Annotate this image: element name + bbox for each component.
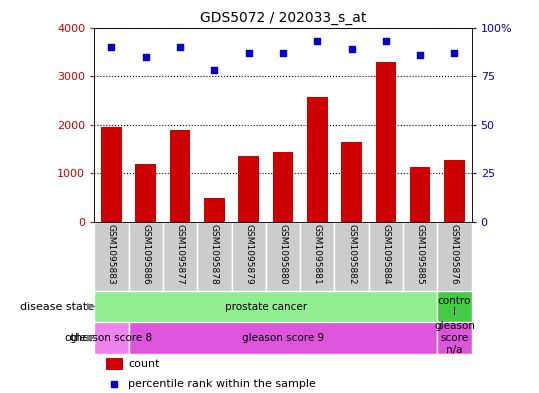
Bar [376,62,396,222]
Point [382,38,390,44]
Bar [437,222,472,291]
Bar [444,160,465,222]
Bar [135,163,156,222]
Point [107,44,116,50]
Point [450,50,459,56]
Bar [106,358,122,370]
Text: gleason score 9: gleason score 9 [242,333,324,343]
Text: prostate cancer: prostate cancer [225,301,307,312]
Bar [300,222,334,291]
Bar [94,322,129,354]
Text: GSM1095886: GSM1095886 [141,224,150,285]
Bar [129,222,163,291]
Text: GSM1095879: GSM1095879 [244,224,253,285]
Text: GSM1095878: GSM1095878 [210,224,219,285]
Point [141,53,150,60]
Point [244,50,253,56]
Title: GDS5072 / 202033_s_at: GDS5072 / 202033_s_at [200,11,366,25]
Bar [403,222,437,291]
Point [313,38,322,44]
Point [416,51,425,58]
Bar [369,222,403,291]
Text: GSM1095883: GSM1095883 [107,224,116,285]
Bar [307,97,328,222]
Bar [266,222,300,291]
Bar [94,222,129,291]
Bar [197,222,232,291]
Text: other: other [65,333,94,343]
Bar [170,130,190,222]
Text: GSM1095876: GSM1095876 [450,224,459,285]
Bar [232,222,266,291]
Text: GSM1095880: GSM1095880 [279,224,287,285]
Bar [334,222,369,291]
Bar [101,127,122,222]
Text: disease state: disease state [20,301,94,312]
Text: gleason
score
n/a: gleason score n/a [434,321,475,354]
Text: GSM1095884: GSM1095884 [382,224,390,285]
Bar [410,167,431,222]
Bar [341,142,362,222]
Point [210,67,219,73]
Text: GSM1095882: GSM1095882 [347,224,356,285]
Text: GSM1095877: GSM1095877 [176,224,184,285]
Bar [129,322,437,354]
Bar [273,152,293,222]
Point [176,44,184,50]
Text: GSM1095885: GSM1095885 [416,224,425,285]
Point [279,50,287,56]
Bar [437,322,472,354]
Bar [163,222,197,291]
Bar [238,156,259,222]
Point [347,46,356,52]
Text: count: count [128,359,160,369]
Text: GSM1095881: GSM1095881 [313,224,322,285]
Text: gleason score 8: gleason score 8 [71,333,153,343]
Text: percentile rank within the sample: percentile rank within the sample [128,379,316,389]
Text: contro
l: contro l [438,296,471,317]
Bar [437,291,472,322]
Bar [204,198,225,222]
